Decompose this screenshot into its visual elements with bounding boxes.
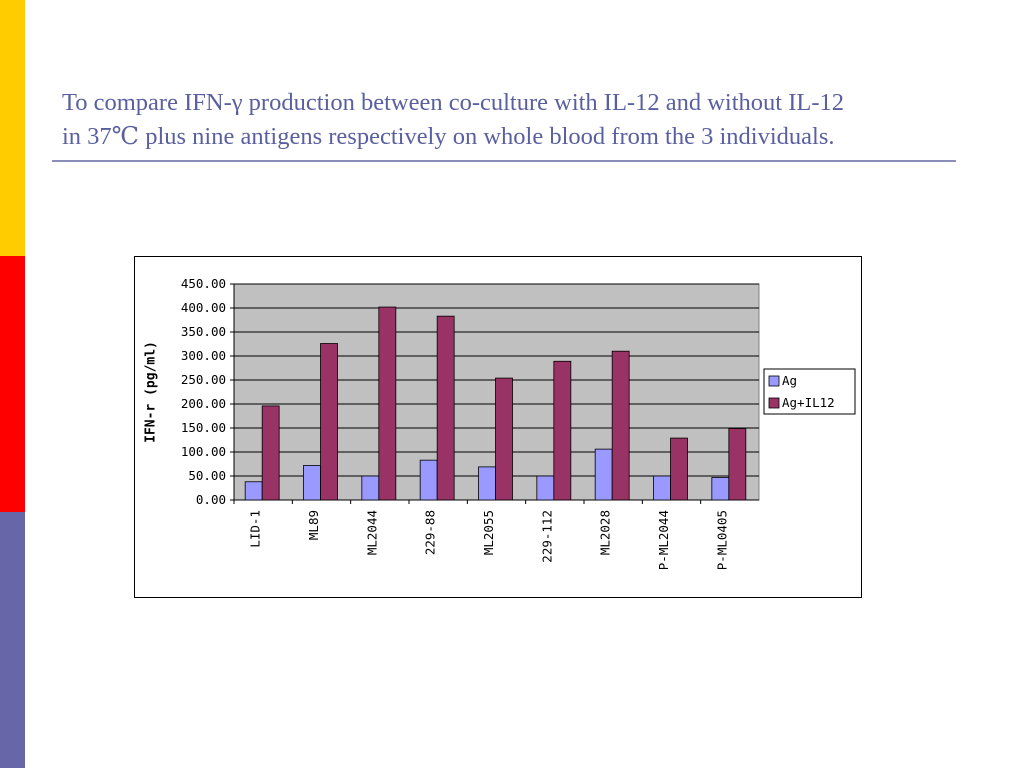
bar-ag-il12: [611, 350, 630, 501]
bar-chart: 0.00 50.00 100.00 150.00 200.00 250.00 300.00 3…: [144, 276, 856, 570]
y-tick-label: 300.00: [181, 348, 226, 363]
legend-swatch-ag-il12: [768, 397, 780, 409]
x-tick-label: ML89: [306, 510, 321, 540]
bar-ag-il12: [320, 343, 338, 501]
y-tick-label: 200.00: [181, 396, 226, 411]
slide-title-line-2: in 37℃ plus nine antigens respectively o…: [62, 123, 835, 150]
slide-title-line-1: To compare IFN-γ production between co-c…: [62, 89, 844, 116]
x-tick-label: LID-1: [248, 510, 263, 548]
y-tick-label: 0.00: [196, 492, 226, 507]
x-tick-label: ML2055: [481, 510, 496, 555]
bar-ag-il12: [378, 306, 397, 501]
y-tick-label: 50.00: [188, 468, 226, 483]
bar-ag: [361, 475, 380, 501]
bar-ag-il12: [261, 405, 280, 501]
x-tick-label: ML2044: [364, 510, 379, 555]
y-axis-label: IFN-r (pg/ml): [144, 341, 159, 443]
y-tick-label: 350.00: [181, 324, 226, 339]
bar-ag: [594, 448, 613, 501]
x-tick-label: P-ML0405: [714, 510, 729, 570]
chart-frame: 0.00 50.00 100.00 150.00 200.00 250.00 300.00 3…: [134, 256, 862, 598]
bar-ag: [419, 459, 438, 501]
y-tick-label: 150.00: [181, 420, 226, 435]
legend-label-ag: Ag: [782, 373, 797, 388]
legend-swatch-ag: [768, 375, 780, 387]
x-tick-label: P-ML2044: [656, 510, 671, 570]
bar-ag: [653, 475, 671, 501]
x-tick-label: ML2028: [598, 510, 613, 555]
bar-ag-il12: [670, 437, 688, 501]
legend-label-ag-il12: Ag+IL12: [782, 395, 835, 410]
accent-bar-blue: [0, 512, 25, 768]
bar-ag: [478, 466, 496, 501]
accent-bar-red: [0, 256, 25, 512]
accent-bar-yellow: [0, 0, 25, 256]
y-tick-label: 400.00: [181, 300, 226, 315]
y-tick-label: 450.00: [181, 276, 226, 291]
slide-title: To compare IFN-γ production between co-c…: [62, 86, 982, 154]
x-tick-label: 229-112: [539, 510, 554, 563]
bar-ag: [536, 475, 555, 501]
y-tick-label: 250.00: [181, 372, 226, 387]
bar-ag: [711, 477, 730, 501]
bar-ag-il12: [553, 360, 572, 501]
bar-ag-il12: [436, 315, 455, 501]
x-tick-label: 229-88: [423, 510, 438, 555]
bar-ag-il12: [728, 428, 747, 501]
y-tick-label: 100.00: [181, 444, 226, 459]
bar-ag: [303, 465, 321, 501]
title-underline: [52, 160, 956, 162]
bar-ag-il12: [495, 377, 513, 501]
bar-ag: [244, 481, 263, 501]
